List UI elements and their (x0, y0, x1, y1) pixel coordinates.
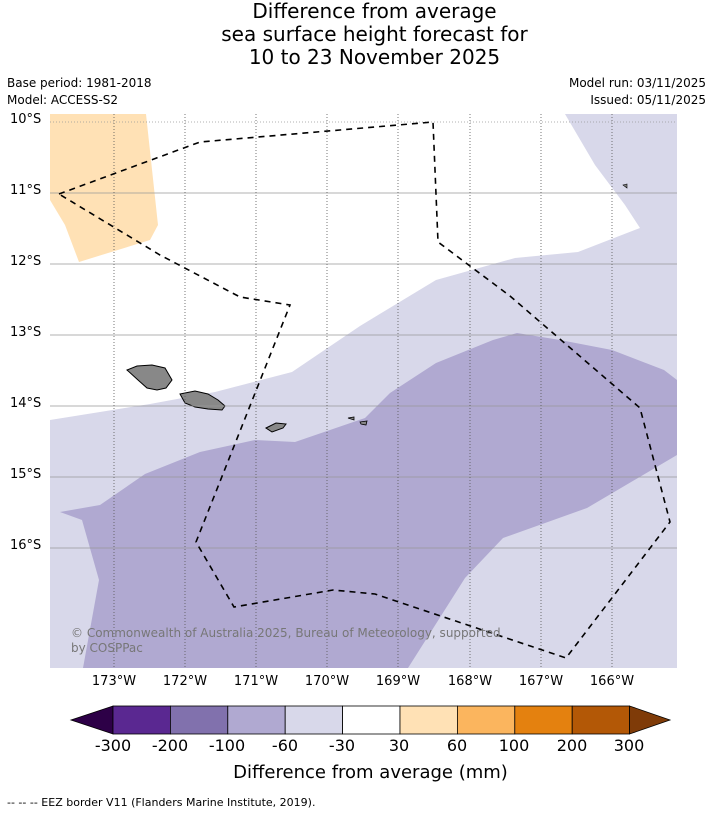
cb-tick-5: 30 (388, 736, 410, 755)
island-manua-2 (359, 420, 368, 426)
colorbar-bin (112, 705, 171, 735)
lat-label-10s: 10°S (10, 112, 42, 127)
eez-border-samoa (57, 121, 671, 659)
cb-tick-4: -30 (328, 736, 356, 755)
meta-right: Model run: 03/11/2025 Issued: 05/11/2025 (569, 75, 706, 109)
colorbar-bin (456, 705, 516, 735)
cb-tick-0: -300 (94, 736, 132, 755)
island-savaii (126, 364, 173, 391)
map-area (50, 114, 677, 668)
graticule (50, 114, 677, 668)
base-period: Base period: 1981-2018 (7, 76, 152, 90)
model-run: Model run: 03/11/2025 (568, 76, 706, 90)
cb-tick-2: -100 (208, 736, 246, 755)
island-tutuila (265, 422, 287, 433)
title-line-2: sea surface height forecast for (221, 22, 528, 46)
island-top-right (622, 183, 628, 189)
lon-label-167w: 167°W (518, 674, 564, 689)
colorbar-extend-low (69, 705, 114, 735)
lon-label-172w: 172°W (162, 674, 208, 689)
map-title: Difference from average sea surface heig… (0, 0, 713, 69)
colorbar-bin (514, 705, 573, 735)
colorbar-bin (169, 705, 229, 735)
contour-light-orange (50, 114, 158, 262)
lat-label-13s: 13°S (10, 325, 42, 340)
lon-label-169w: 169°W (375, 674, 421, 689)
cb-tick-8: 200 (556, 736, 588, 755)
eez-legend-footer: -- -- -- EEZ border V11 (Flanders Marine… (7, 796, 316, 809)
colorbar-bin (342, 705, 401, 735)
lat-label-14s: 14°S (10, 396, 42, 411)
cb-tick-3: -60 (271, 736, 299, 755)
lon-label-171w: 171°W (233, 674, 279, 689)
colorbar-bin (571, 705, 631, 735)
lat-label-12s: 12°S (10, 254, 42, 269)
colorbar-title: Difference from average (mm) (233, 762, 508, 783)
cb-tick-7: 100 (498, 736, 530, 755)
cb-tick-6: 60 (446, 736, 468, 755)
colorbar-bin (399, 705, 458, 735)
colorbar-extend-high (629, 705, 672, 735)
colorbar-bin (227, 705, 286, 735)
island-manua-1 (347, 416, 355, 421)
lon-label-168w: 168°W (447, 674, 493, 689)
copyright-notice: © Commonwealth of Australia 2025, Bureau… (71, 626, 501, 655)
cb-tick-9: 300 (613, 736, 645, 755)
cb-tick-1: -200 (151, 736, 189, 755)
model-name: Model: ACCESS-S2 (7, 93, 119, 107)
lon-label-173w: 173°W (91, 674, 137, 689)
title-line-3: 10 to 23 November 2025 (248, 45, 501, 69)
issued-date: Issued: 05/11/2025 (590, 93, 706, 107)
lat-label-15s: 15°S (10, 467, 42, 482)
lon-label-166w: 166°W (589, 674, 635, 689)
contour-medium-lavender (60, 333, 677, 668)
lon-label-170w: 170°W (304, 674, 350, 689)
lat-label-11s: 11°S (10, 183, 42, 198)
island-upolu (179, 390, 226, 411)
colorbar (69, 705, 672, 735)
colorbar-bin (284, 705, 344, 735)
meta-left: Base period: 1981-2018 Model: ACCESS-S2 (7, 75, 152, 109)
title-line-1: Difference from average (252, 0, 497, 23)
lat-label-16s: 16°S (10, 538, 42, 553)
